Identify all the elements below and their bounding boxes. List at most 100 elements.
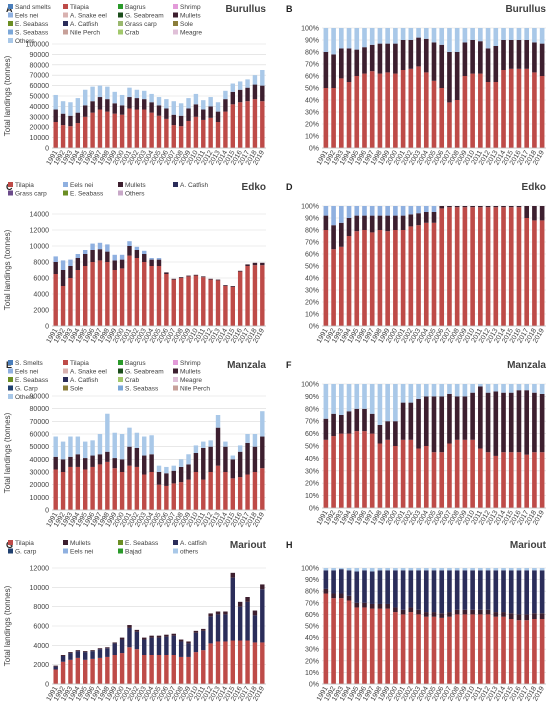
legend-swatch [8, 385, 13, 391]
legend-item: Mullets [173, 12, 201, 20]
bar-segment [524, 28, 530, 40]
bar-segment [331, 598, 336, 684]
bar-segment [178, 482, 184, 510]
bar-segment [186, 98, 191, 109]
panel-title: Manzala [227, 360, 266, 371]
bar-segment [354, 431, 360, 508]
bar-segment [470, 384, 475, 393]
bar-segment [245, 597, 250, 602]
bar-segment [178, 639, 184, 642]
bar-segment [431, 384, 437, 397]
y-tick-label: 20% [305, 300, 319, 307]
bar-segment [478, 614, 483, 684]
bar-segment [423, 384, 429, 397]
bar-segment [431, 28, 437, 43]
bar-segment [508, 619, 514, 684]
bar-segment [377, 568, 383, 571]
panel-title: Burullus [505, 4, 546, 15]
bar-segment [237, 451, 243, 478]
bar-segment [470, 568, 475, 571]
bar-segment [400, 570, 406, 610]
legend-item: Grass carp [8, 190, 47, 198]
bar-segment [532, 72, 537, 148]
legend-label: Others [15, 394, 35, 401]
bar-segment [385, 206, 390, 216]
bar-segment [237, 271, 243, 326]
bar-segment [416, 28, 421, 38]
bar-segment [454, 439, 460, 508]
bar-segment [178, 115, 184, 127]
bar-segment [82, 89, 88, 106]
bar-segment [149, 259, 154, 266]
bar-segment [400, 230, 406, 326]
bar-segment [252, 99, 258, 148]
bar-segment [439, 617, 445, 684]
bar-segment [362, 568, 367, 571]
bar-segment [149, 435, 154, 455]
bar-segment [385, 43, 390, 73]
bar-segment [462, 568, 468, 571]
bar-segment [447, 102, 452, 148]
bar-segment [385, 231, 390, 326]
y-tick-label: 60% [305, 431, 319, 438]
bar-segment [385, 568, 390, 571]
bar-segment [171, 465, 176, 471]
y-axis-label: Total landings (tonnes) [3, 585, 12, 666]
bar-segment [346, 411, 352, 434]
bar-segment [400, 384, 406, 403]
legend-label: Tilapia [70, 4, 89, 11]
bar-segment [478, 448, 483, 508]
bar-segment [354, 215, 360, 232]
bar-segment [369, 384, 375, 414]
bar-segment [346, 218, 352, 236]
bar-segment [215, 279, 221, 281]
y-tick-label: 50000 [30, 444, 50, 451]
bar-segment [431, 212, 437, 223]
bar-segment [470, 609, 475, 615]
legend-swatch [118, 368, 123, 374]
bar-segment [105, 656, 110, 684]
bar-segment [338, 206, 344, 223]
y-tick-label: 10000 [30, 135, 50, 142]
bar-segment [377, 424, 383, 444]
bar-segment [377, 603, 383, 609]
legend-swatch [8, 548, 13, 554]
bar-segment [252, 642, 258, 684]
legend-swatch [8, 21, 13, 26]
bar-segment [447, 52, 452, 103]
bar-segment [82, 659, 88, 684]
bar-segment [97, 85, 103, 98]
bar-segment [68, 659, 73, 684]
bar-segment [338, 598, 344, 684]
bar-segment [164, 118, 169, 148]
bar-segment [53, 109, 58, 122]
bar-segment [393, 384, 398, 422]
bar-segment [75, 650, 81, 652]
y-tick-label: 30% [305, 468, 319, 475]
bar-segment [385, 28, 390, 44]
bar-segment [68, 115, 73, 127]
bar-segment [431, 616, 437, 684]
bar-segment [393, 230, 398, 326]
y-tick-label: 100% [301, 26, 319, 33]
y-tick-label: 90% [305, 216, 319, 223]
bar-segment [501, 452, 506, 508]
legend-item: S. Seabass [8, 29, 49, 37]
bar-segment [493, 28, 499, 46]
bar-segment [323, 439, 329, 508]
bar-segment [501, 616, 506, 684]
bar-segment [119, 459, 125, 472]
bar-segment [423, 396, 429, 446]
bar-segment [478, 609, 483, 615]
bar-segment [385, 608, 390, 684]
bar-segment [112, 468, 117, 510]
legend-item: S. Seabass [118, 385, 159, 393]
bar-segment [362, 215, 367, 230]
bar-segment [323, 593, 329, 684]
bar-segment [90, 86, 95, 102]
bar-segment [68, 126, 73, 148]
bar-segment [142, 254, 147, 262]
bar-segment [105, 461, 110, 510]
panel-letter: B [286, 4, 293, 14]
bar-segment [470, 614, 475, 684]
